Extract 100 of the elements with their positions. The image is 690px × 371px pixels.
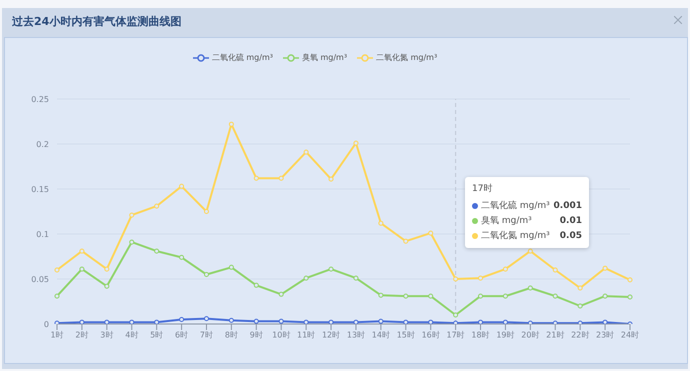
annotation: 臭氧 mg/m³ bbox=[481, 214, 533, 227]
annotation: 0.05 bbox=[560, 230, 582, 240]
point bbox=[154, 204, 160, 209]
point bbox=[278, 292, 284, 297]
point bbox=[129, 212, 134, 218]
point bbox=[104, 284, 110, 289]
point bbox=[228, 122, 234, 127]
y-tick-label: 0 bbox=[44, 320, 49, 329]
point bbox=[528, 286, 533, 290]
point bbox=[179, 317, 184, 322]
x-tick-label: 19时 bbox=[496, 330, 515, 340]
point bbox=[353, 276, 358, 281]
x-tick-label: 20时 bbox=[521, 330, 540, 340]
legend-label: 臭氧 mg/m³ bbox=[300, 52, 348, 63]
point bbox=[54, 320, 60, 324]
point bbox=[478, 276, 484, 281]
point bbox=[602, 320, 608, 324]
point bbox=[204, 272, 209, 277]
x-tick-label: 7时 bbox=[200, 330, 214, 340]
x-tick-label: 14时 bbox=[372, 330, 390, 340]
point bbox=[428, 320, 434, 324]
point bbox=[403, 320, 408, 324]
point bbox=[552, 268, 558, 272]
x-tick-label: 17时 bbox=[446, 330, 465, 340]
x-tick-label: 2时 bbox=[75, 330, 88, 340]
point bbox=[602, 294, 608, 299]
x-tick-label: 21时 bbox=[546, 330, 564, 340]
point bbox=[79, 248, 84, 254]
point bbox=[79, 320, 84, 324]
point bbox=[428, 294, 434, 299]
annotation: 17时 bbox=[472, 182, 494, 195]
point bbox=[129, 320, 134, 324]
x-tick-label: 16时 bbox=[422, 330, 440, 340]
point bbox=[154, 248, 160, 254]
x-tick-label: 8时 bbox=[224, 330, 238, 340]
point bbox=[453, 312, 458, 318]
point bbox=[179, 184, 184, 189]
point bbox=[129, 240, 134, 245]
point bbox=[278, 318, 284, 324]
point bbox=[328, 320, 334, 324]
point bbox=[204, 209, 209, 214]
legend-label: 二氧化硫 mg/m³ bbox=[210, 52, 273, 63]
x-tick-label: 18时 bbox=[471, 330, 490, 340]
y-tick-label: 0.15 bbox=[31, 184, 49, 194]
point bbox=[478, 320, 484, 324]
point bbox=[328, 176, 334, 182]
legend-label: 二氧化氮 mg/m³ bbox=[375, 52, 438, 63]
point bbox=[254, 176, 259, 181]
point bbox=[528, 248, 533, 254]
point bbox=[104, 320, 110, 324]
point bbox=[578, 286, 583, 290]
point bbox=[552, 294, 558, 299]
point bbox=[403, 294, 408, 299]
point bbox=[254, 318, 259, 324]
point bbox=[353, 140, 358, 146]
point bbox=[502, 320, 508, 324]
point bbox=[328, 266, 334, 272]
x-tick-label: 23时 bbox=[596, 330, 614, 340]
point bbox=[453, 276, 458, 282]
point bbox=[204, 316, 209, 322]
point bbox=[278, 176, 284, 181]
x-tick-label: 6时 bbox=[175, 330, 188, 340]
point bbox=[378, 318, 384, 324]
point bbox=[228, 318, 234, 323]
point bbox=[602, 266, 608, 271]
x-tick-label: 22时 bbox=[571, 330, 590, 340]
point bbox=[628, 277, 632, 282]
point bbox=[79, 266, 84, 272]
point bbox=[254, 282, 259, 288]
point bbox=[478, 294, 484, 299]
annotation: 0.01 bbox=[560, 216, 582, 226]
x-tick-label: 11时 bbox=[297, 330, 316, 340]
point bbox=[154, 320, 160, 324]
annotation: 二氧化氮 mg/m³ bbox=[481, 230, 551, 242]
x-tick-label: 12时 bbox=[322, 330, 340, 340]
point bbox=[54, 294, 60, 299]
y-tick-label: 0.2 bbox=[36, 140, 49, 149]
point bbox=[378, 292, 384, 298]
x-tick-label: 5时 bbox=[150, 330, 164, 340]
point bbox=[628, 294, 632, 300]
point bbox=[428, 230, 434, 236]
chart-title: 过去24小时内有害气体监测曲线图 bbox=[12, 14, 182, 29]
x-tick-label: 24时 bbox=[620, 330, 640, 340]
point bbox=[304, 150, 309, 155]
x-tick-label: 4时 bbox=[125, 330, 138, 340]
x-tick-label: 15时 bbox=[396, 330, 415, 340]
point bbox=[304, 320, 309, 324]
y-tick-label: 0.1 bbox=[36, 230, 49, 239]
point bbox=[502, 266, 508, 272]
y-tick-label: 0.05 bbox=[31, 274, 49, 284]
x-tick-label: 9时 bbox=[250, 330, 263, 340]
point bbox=[104, 266, 110, 272]
x-tick-label: 10时 bbox=[272, 330, 290, 340]
point bbox=[403, 238, 408, 244]
x-tick-label: 13时 bbox=[346, 330, 366, 340]
point bbox=[228, 264, 234, 270]
point bbox=[54, 268, 60, 272]
point bbox=[353, 320, 358, 324]
point bbox=[179, 254, 184, 260]
point bbox=[304, 276, 309, 281]
